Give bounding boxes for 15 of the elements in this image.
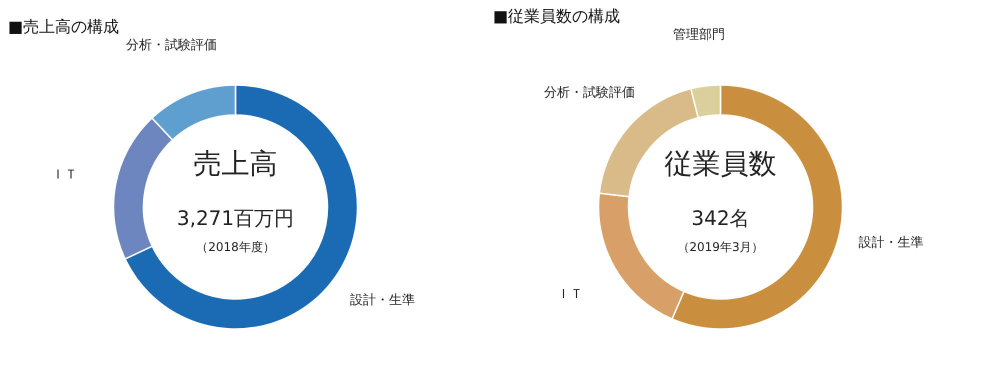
slice-label: ＩＴ xyxy=(556,287,583,302)
slice-label: 設計・生準 xyxy=(858,235,924,250)
text: 従業員数 xyxy=(664,147,776,180)
chart-title: ■従業員数の構成 xyxy=(493,6,620,26)
text: （2019年3月） xyxy=(677,240,764,254)
slice-label: 管理部門 xyxy=(673,27,726,42)
text: 342名 xyxy=(691,206,750,230)
slice-label: 設計・生準 xyxy=(350,293,415,308)
chart-title: ■売上高の構成 xyxy=(8,17,120,36)
slice-label: 分析・試験評価 xyxy=(544,85,636,100)
text: 売上高 xyxy=(194,147,278,180)
slice-label: 分析・試験評価 xyxy=(126,38,217,54)
slice-label: ＩＴ xyxy=(52,167,78,182)
text: 3,271百万円 xyxy=(176,206,294,230)
text: （2018年度） xyxy=(196,240,275,254)
